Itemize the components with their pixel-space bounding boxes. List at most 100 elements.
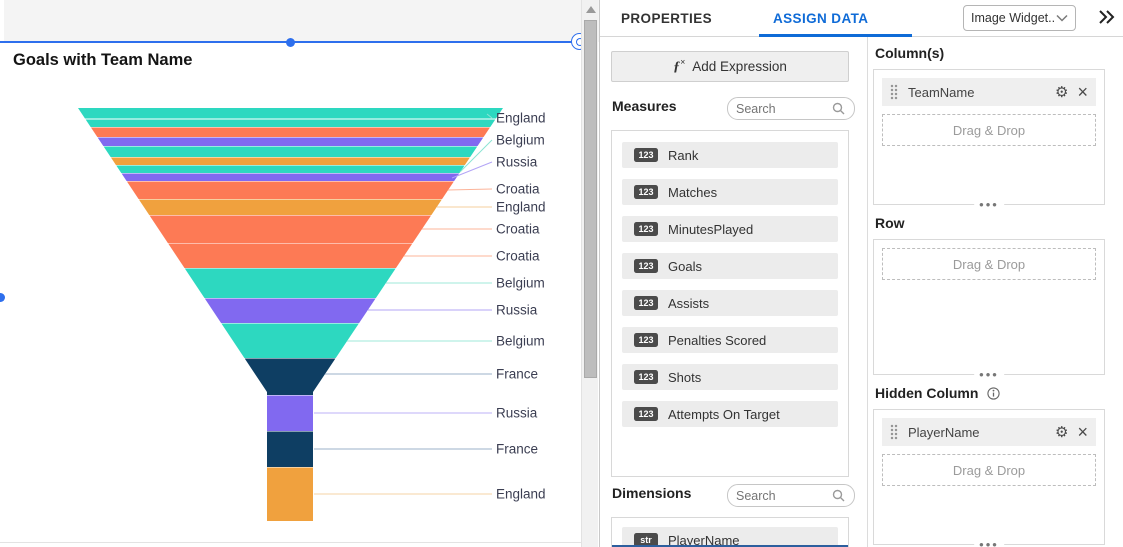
hidden-column-heading-text: Hidden Column xyxy=(875,385,979,401)
field-chip-playername[interactable]: PlayerName ⚙ × xyxy=(882,418,1096,446)
funnel-segment-4[interactable] xyxy=(103,146,478,158)
field-item-matches[interactable]: 123 Matches xyxy=(622,179,838,205)
field-item-label: MinutesPlayed xyxy=(668,221,754,237)
funnel-data-label-7: Belgium xyxy=(496,276,545,291)
drag-handle-icon[interactable] xyxy=(890,424,898,440)
funnel-data-label-11: Russia xyxy=(496,406,538,421)
field-item-penalties-scored[interactable]: 123 Penalties Scored xyxy=(622,327,838,353)
numeric-type-icon: 123 xyxy=(634,370,658,384)
funnel-segment-10[interactable] xyxy=(149,215,432,244)
funnel-segment-2[interactable] xyxy=(90,127,490,138)
properties-panel: PROPERTIES ASSIGN DATA Image Widget... ƒ… xyxy=(599,0,1123,547)
collapse-panel-button[interactable] xyxy=(1097,9,1116,30)
card-resize-handle[interactable]: ••• xyxy=(974,198,1004,212)
field-item-rank[interactable]: 123 Rank xyxy=(622,142,838,168)
funnel-segment-17[interactable] xyxy=(267,431,313,468)
row-dropzone-card: Drag & Drop ••• xyxy=(873,239,1105,382)
field-item-label: Rank xyxy=(668,147,699,163)
canvas-background xyxy=(0,0,599,42)
field-item-label: Shots xyxy=(668,369,702,385)
dimensions-heading: Dimensions xyxy=(612,485,692,501)
funnel-segment-1[interactable] xyxy=(85,119,496,128)
card-resize-handle[interactable]: ••• xyxy=(974,368,1004,382)
funnel-segment-0[interactable] xyxy=(78,108,503,119)
funnel-chart: England Belgium Russia Croatia England Croati… xyxy=(78,108,546,522)
list-scroll-edge xyxy=(612,545,848,547)
scrollbar-thumb[interactable] xyxy=(584,20,597,378)
field-item-attempts-on-target[interactable]: 123 Attempts On Target xyxy=(622,401,838,427)
numeric-type-icon: 123 xyxy=(634,148,658,162)
close-icon[interactable]: × xyxy=(1077,422,1088,442)
field-item-label: PlayerName xyxy=(668,532,740,547)
close-icon[interactable]: × xyxy=(1077,82,1088,102)
field-item-goals[interactable]: 123 Goals xyxy=(622,253,838,279)
hidden-column-heading: Hidden Column xyxy=(875,385,1000,401)
numeric-type-icon: 123 xyxy=(634,259,658,273)
gear-icon[interactable]: ⚙ xyxy=(1055,423,1069,441)
funnel-segment-8[interactable] xyxy=(126,181,454,200)
field-item-assists[interactable]: 123 Assists xyxy=(622,290,838,316)
fields-column: ƒ× Add Expression Measures 123 Rank 123 Mat… xyxy=(600,37,868,547)
field-item-shots[interactable]: 123 Shots xyxy=(622,364,838,390)
funnel-data-label-6: Croatia xyxy=(496,249,540,264)
funnel-data-label-8: Russia xyxy=(496,303,538,318)
measures-search-input[interactable] xyxy=(736,101,832,116)
funnel-segment-16[interactable] xyxy=(267,395,313,432)
funnel-segment-9[interactable] xyxy=(138,199,442,216)
funnel-segment-5[interactable] xyxy=(110,157,470,166)
numeric-type-icon: 123 xyxy=(634,222,658,236)
dimensions-search[interactable] xyxy=(727,484,855,507)
funnel-segment-12[interactable] xyxy=(184,268,396,299)
add-expression-button[interactable]: ƒ× Add Expression xyxy=(611,51,849,82)
field-item-playername[interactable]: str PlayerName xyxy=(622,527,838,547)
widget-selector-dropdown[interactable]: Image Widget... xyxy=(963,5,1076,31)
tab-properties[interactable]: PROPERTIES xyxy=(621,11,713,26)
funnel-segment-6[interactable] xyxy=(116,165,465,174)
numeric-type-icon: 123 xyxy=(634,185,658,199)
string-type-icon: str xyxy=(634,533,658,547)
tab-assign-data[interactable]: ASSIGN DATA xyxy=(758,0,914,37)
funnel-segment-14[interactable] xyxy=(221,323,359,359)
numeric-type-icon: 123 xyxy=(634,333,658,347)
label-leader-line xyxy=(459,139,493,173)
funnel-segment-13[interactable] xyxy=(204,298,376,324)
columns-dropzone-card: TeamName ⚙ × Drag & Drop ••• xyxy=(873,69,1105,212)
field-chip-teamname[interactable]: TeamName ⚙ × xyxy=(882,78,1096,106)
hidden-column-drag-drop-target[interactable]: Drag & Drop xyxy=(882,454,1096,486)
resize-handle-left[interactable] xyxy=(0,293,5,302)
numeric-type-icon: 123 xyxy=(634,296,658,310)
fx-icon: ƒ× xyxy=(673,57,686,75)
gear-icon[interactable]: ⚙ xyxy=(1055,83,1069,101)
search-icon xyxy=(832,102,845,115)
resize-handle-top[interactable] xyxy=(286,38,295,47)
funnel-segment-11[interactable] xyxy=(168,243,413,269)
dimensions-search-input[interactable] xyxy=(736,488,832,503)
dimensions-list: str PlayerName xyxy=(611,517,849,547)
row-drag-drop-target[interactable]: Drag & Drop xyxy=(882,248,1096,280)
hidden-column-dropzone-card: PlayerName ⚙ × Drag & Drop ••• xyxy=(873,409,1105,547)
numeric-type-icon: 123 xyxy=(634,407,658,421)
card-resize-handle[interactable]: ••• xyxy=(974,538,1004,547)
funnel-segment-3[interactable] xyxy=(97,137,484,147)
scroll-up-arrow-icon[interactable] xyxy=(586,6,596,13)
funnel-segment-18[interactable] xyxy=(267,467,313,522)
label-leader-line xyxy=(486,113,493,119)
canvas-scrollbar[interactable] xyxy=(581,0,598,547)
field-chip-label: TeamName xyxy=(908,84,975,100)
measures-heading: Measures xyxy=(612,98,677,114)
widget-selector-value: Image Widget... xyxy=(971,11,1056,25)
field-item-minutesplayed[interactable]: 123 MinutesPlayed xyxy=(622,216,838,242)
funnel-segment-7[interactable] xyxy=(121,173,460,182)
field-item-label: Attempts On Target xyxy=(668,406,780,422)
funnel-segment-15[interactable] xyxy=(244,358,336,396)
info-icon[interactable] xyxy=(987,387,1000,400)
drag-handle-icon[interactable] xyxy=(890,84,898,100)
funnel-data-label-10: France xyxy=(496,367,538,382)
columns-drag-drop-target[interactable]: Drag & Drop xyxy=(882,114,1096,146)
field-item-label: Penalties Scored xyxy=(668,332,767,348)
measures-search[interactable] xyxy=(727,97,855,120)
field-item-label: Assists xyxy=(668,295,710,311)
funnel-data-label-2: Russia xyxy=(496,155,538,170)
funnel-data-label-13: England xyxy=(496,487,546,502)
